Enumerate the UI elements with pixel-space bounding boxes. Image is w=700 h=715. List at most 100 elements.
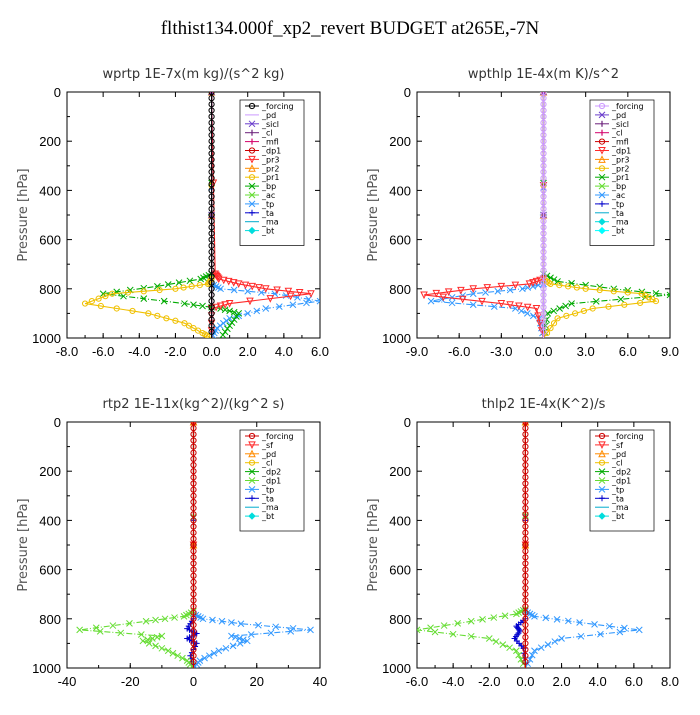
series-point-forcing [208,254,215,262]
legend-label: _mfl [611,138,629,147]
series-point-forcing [190,492,197,499]
x-tick-label: -4.0 [442,674,464,689]
legend-label: _tp [611,200,624,209]
series-point-forcing [190,511,197,518]
series-point-pr1 [190,325,197,332]
series-point-pr1 [203,332,211,338]
y-tick-label: 800 [39,282,61,297]
series-point-pr1 [102,293,109,300]
series-point-dp1 [117,629,125,637]
series-point-bp [164,281,172,288]
series-point-tp [217,285,224,293]
series-point-forcing [540,310,547,317]
series-point-dp1 [467,632,475,640]
series-point-forcing [522,468,529,475]
series-point-dp1 [431,628,439,636]
series-point-forcing [208,168,215,176]
panel-title: thlp2 1E-4x(K^2)/s [482,397,606,412]
legend-label: _dp2 [611,468,631,477]
series-point-forcing [190,584,197,592]
series-point-pr1 [568,300,575,307]
legend-marker [598,477,606,484]
series-point-dp1 [479,616,486,623]
series-point-pr3 [295,288,304,297]
series-point-forcing [190,591,197,598]
panel-title: rtp2 1E-11x(kg^2)/(kg^2 s) [103,397,285,412]
series-point-pr1 [185,322,193,329]
legend-label: _bt [611,227,624,236]
series-point-forcing [522,628,529,635]
series-point-forcing [540,230,547,237]
y-axis-label: Pressure [hPa] [16,168,31,261]
legend-label: _dp1 [261,147,281,156]
series-point-forcing [540,113,547,120]
series-point-pr2 [547,325,554,332]
series-point-forcing [208,144,215,151]
series-point-dp1 [513,610,520,618]
series-point-bp [199,302,206,310]
series-point-pr1 [652,290,660,297]
series-point-bp [175,279,183,287]
series-point-bp [224,325,231,333]
legend-label: _tp [261,200,274,209]
legend-marker [248,449,256,458]
series-point-pr1 [180,284,187,291]
series-point-pr2 [563,312,570,319]
series-point-dp1 [180,612,188,620]
legend-marker [599,200,605,207]
series-point-forcing [190,634,197,641]
series-point-forcing [208,242,215,249]
legend-label: _bt [261,512,274,521]
series-point-forcing [190,455,197,463]
series-point-pr1 [181,320,188,327]
legend-label: _cl [261,129,273,138]
legend-label: _sf [611,441,623,450]
series-point-dp1 [109,622,117,629]
series-point-bp [160,297,168,305]
series-point-pr1 [109,290,116,297]
series-point-forcing [540,322,547,329]
series-point-forcing [190,646,197,653]
series-point-ac [469,301,477,309]
series-point-bp [221,306,229,314]
series-point-forcing [540,267,547,274]
series-point-forcing [522,560,529,567]
series-point-tp [209,616,216,624]
y-tick-label: 0 [404,415,411,430]
series-point-pr1 [97,302,104,310]
y-tick-label: 1000 [382,331,411,346]
series-point-bp [235,310,243,317]
legend-marker [598,449,606,458]
series-point-forcing [190,548,197,555]
series-point-forcing [540,156,547,163]
series-point-forcing [522,634,529,641]
legend-label: _sf [261,441,273,450]
legend-label: _bt [261,227,274,236]
series-point-forcing [190,652,197,659]
series-point-dp1 [158,644,166,652]
series-point-tp [222,644,230,652]
series-point-tp [253,307,261,315]
legend-label: _forcing [611,102,644,111]
series-point-ac [448,299,456,307]
legend-label: _ma [611,503,629,512]
legend-marker [248,191,256,199]
series-point-pr2 [610,288,617,295]
series-point-forcing [208,236,215,243]
series-point-dp1 [454,620,462,627]
series-point-forcing [522,455,529,463]
series-point-tp [537,644,545,652]
series-point-dp1 [145,640,153,647]
series-point-forcing [190,437,197,444]
legend-label: _bp [261,182,276,191]
series-point-forcing [208,267,215,274]
series-point-tp [244,287,252,295]
series-point-dp1 [139,637,147,645]
plot-area [417,422,643,668]
series-point-pr2 [605,303,612,310]
legend-marker [248,486,256,493]
series-point-forcing [208,322,215,329]
y-tick-label: 600 [389,563,411,578]
series-point-forcing [522,486,529,493]
series-point-tp [544,641,552,648]
